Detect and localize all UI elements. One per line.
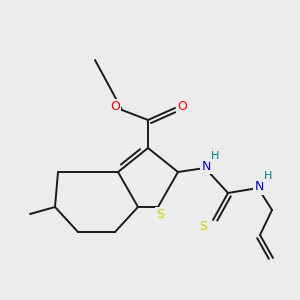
Text: N: N	[254, 181, 264, 194]
Text: N: N	[201, 160, 211, 172]
Text: S: S	[156, 208, 164, 221]
Text: O: O	[110, 100, 120, 113]
Text: O: O	[177, 100, 187, 113]
Text: S: S	[199, 220, 207, 232]
Text: H: H	[264, 171, 272, 181]
Text: H: H	[211, 151, 219, 161]
